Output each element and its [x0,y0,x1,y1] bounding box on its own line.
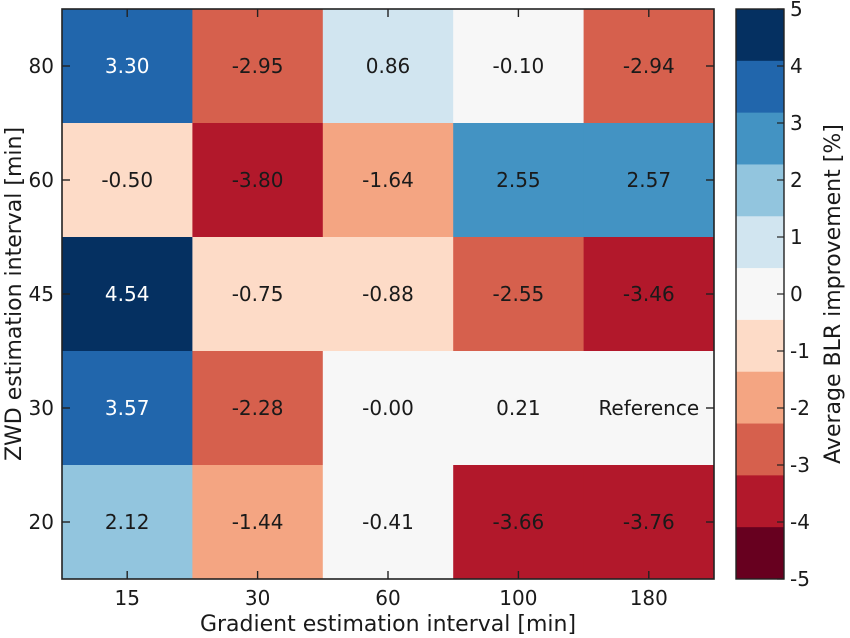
cell-value-label: 2.55 [496,168,541,192]
colorbar-bin [736,371,784,425]
colorbar-bin [736,112,784,165]
colorbar-tick-label: 2 [790,168,803,192]
heatmap-cell [62,237,193,352]
colorbar-bin [736,60,784,114]
colorbar-tick-label: 3 [790,111,803,135]
colorbar-bin [736,319,784,373]
colorbar-tick-label: -2 [790,396,810,420]
cell-value-label: -0.50 [101,168,153,192]
colorbar-tick-label: 1 [790,225,803,249]
colorbar: 5 4 3 2 1 0 -1 -2 -3 -4 -5 [735,0,810,591]
cell-value-label: -2.94 [623,54,675,78]
y-tick-label: 60 [29,168,54,192]
x-tick-label: 60 [375,586,400,610]
heatmap-cell [453,465,585,580]
heatmap-cell [453,9,585,124]
heatmap-cell [192,351,324,466]
cell-value-label: Reference [598,396,699,420]
x-axis-title: Gradient estimation interval [min] [200,612,576,637]
x-tick-label: 30 [245,586,270,610]
colorbar-tick-label: -1 [790,339,810,363]
cell-value-label: 4.54 [105,282,150,306]
cell-value-label: -0.10 [493,54,545,78]
cell-value-label: 0.21 [496,396,541,420]
heatmap-cell [453,351,585,466]
cell-value-label: -3.66 [493,510,545,534]
heatmap-cell [322,465,454,580]
x-tick-label: 100 [499,586,537,610]
cell-value-label: -2.55 [493,282,545,306]
heatmap-cell [192,9,324,124]
heatmap-cell [192,465,324,580]
heatmap-cell [192,123,324,238]
cell-value-label: -3.80 [232,168,284,192]
heatmap-cell [322,9,454,124]
colorbar-tick-label: -5 [790,567,810,591]
heatmap-cell [453,123,585,238]
cell-value-label: -1.64 [362,168,414,192]
heatmap-cell [453,237,585,352]
cell-value-label: 3.57 [105,396,150,420]
cell-value-label: -0.88 [362,282,414,306]
colorbar-bin [736,423,784,476]
x-tick-label: 180 [630,586,668,610]
heatmap-cell [583,123,715,238]
heatmap-cell [583,351,715,466]
colorbar-bin [736,164,784,217]
heatmap-cell [322,351,454,466]
colorbar-tick-label: -4 [790,510,810,534]
y-tick-label: 80 [29,54,54,78]
colorbar-bin [736,268,784,321]
heatmap-cell [583,237,715,352]
cell-value-label: -0.41 [362,510,414,534]
cell-value-label: -3.76 [623,510,675,534]
heatmap-cell [583,465,715,580]
heatmap-cell [62,351,193,466]
heatmap-cells: 3.30 -2.95 0.86 -0.10 -2.94 -0.50 -3.80 -1.64 2.… [62,9,715,580]
heatmap-cell [192,237,324,352]
heatmap-cell [322,123,454,238]
cell-value-label: -3.46 [623,282,675,306]
colorbar-bin [736,216,784,269]
colorbar-title: Average BLR improvement [%] [821,124,846,464]
cell-value-label: 0.86 [366,54,411,78]
x-tick-label: 15 [114,586,139,610]
cell-value-label: 3.30 [105,54,150,78]
heatmap-cell [62,465,193,580]
cell-value-label: 2.12 [105,510,150,534]
heatmap-cell [583,9,715,124]
y-axis-title: ZWD estimation interval [min] [2,127,27,461]
colorbar-tick-label: 5 [790,0,803,21]
y-tick-label: 45 [29,282,54,306]
cell-value-label: -1.44 [232,510,284,534]
heatmap-cell [322,237,454,352]
cell-value-label: -2.95 [232,54,284,78]
colorbar-tick-label: -3 [790,453,810,477]
axis-ticks: 15 30 60 100 180 80 60 45 30 20 [29,9,714,610]
colorbar-bin [736,527,784,580]
cell-value-label: -2.28 [232,396,284,420]
colorbar-tick-label: 0 [790,282,803,306]
heatmap-cell [62,123,193,238]
colorbar-tick-label: 4 [790,54,803,78]
cell-value-label: 2.57 [627,168,672,192]
heatmap-cell [62,9,193,124]
colorbar-bin [736,475,784,528]
y-tick-label: 20 [29,510,54,534]
cell-value-label: -0.00 [362,396,414,420]
colorbar-bin [736,9,784,62]
y-tick-label: 30 [29,396,54,420]
cell-value-label: -0.75 [232,282,284,306]
